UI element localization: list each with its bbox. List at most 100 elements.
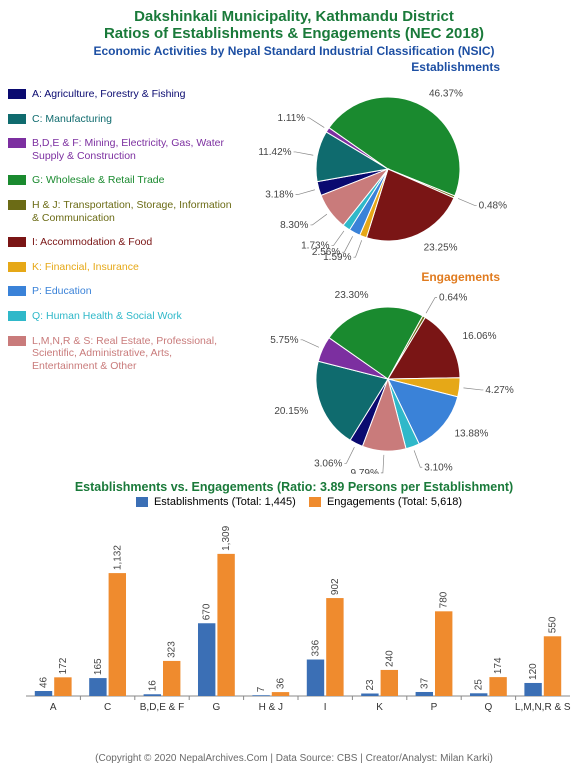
pie-leader-line xyxy=(331,231,343,246)
bar-value-eng: 323 xyxy=(167,641,178,658)
pie-leader-line xyxy=(310,214,326,225)
legend-item: P: Education xyxy=(8,285,238,298)
pie-slice-label: 46.37% xyxy=(429,88,463,99)
legend-item: K: Financial, Insurance xyxy=(8,261,238,274)
bar-value-eng: 1,309 xyxy=(221,526,232,551)
legend-item: L,M,N,R & S: Real Estate, Professional, … xyxy=(8,335,238,373)
bar-est xyxy=(524,683,541,696)
pie-title-engagements: Engagements xyxy=(238,270,580,284)
bar-x-label: I xyxy=(324,702,327,713)
bar-eng xyxy=(381,670,398,696)
pie-engagements-wrap: 3.06%20.15%5.75%23.30%0.64%16.06%4.27%13… xyxy=(238,284,580,474)
bar-value-eng: 550 xyxy=(548,616,559,633)
legend-item: H & J: Transportation, Storage, Informat… xyxy=(8,199,238,224)
bar-eng xyxy=(217,554,234,696)
bar-value-est: 16 xyxy=(147,680,158,692)
pie-slice-label: 16.06% xyxy=(463,331,497,342)
bar-est xyxy=(470,693,487,696)
pie-slice-label: 13.88% xyxy=(454,429,488,440)
pie-slice-label: 4.27% xyxy=(485,385,513,396)
legend-swatch xyxy=(8,336,26,346)
legend-label: Q: Human Health & Social Work xyxy=(32,310,182,323)
bar-legend-label-est: Establishments (Total: 1,445) xyxy=(154,496,296,508)
bar-value-est: 670 xyxy=(202,603,213,620)
legend-swatch xyxy=(8,311,26,321)
bar-eng xyxy=(272,692,289,696)
pie-leader-line xyxy=(294,152,314,155)
pie-leader-line xyxy=(301,340,319,348)
pie-leader-line xyxy=(296,190,315,195)
header: Dakshinkali Municipality, Kathmandu Dist… xyxy=(0,0,588,60)
pie-title-establishments: Establishments xyxy=(238,60,580,74)
pie-slice-label: 0.48% xyxy=(479,200,507,211)
pie-leader-line xyxy=(344,447,354,463)
bar-x-label: C xyxy=(104,702,111,713)
bar-value-eng: 240 xyxy=(384,650,395,667)
bar-eng xyxy=(163,661,180,696)
bar-value-eng: 780 xyxy=(439,591,450,608)
pie-slice-label: 23.25% xyxy=(424,242,458,253)
legend-item: G: Wholesale & Retail Trade xyxy=(8,174,238,187)
bar-eng xyxy=(109,573,126,696)
pie-establishments-wrap: 3.18%11.42%1.11%46.37%0.48%23.25%1.59%2.… xyxy=(238,74,580,264)
pie-slice-label: 3.10% xyxy=(424,462,452,473)
pie-slice-label: 23.30% xyxy=(335,290,369,301)
legend-swatch xyxy=(8,175,26,185)
legend-label: G: Wholesale & Retail Trade xyxy=(32,174,164,187)
bar-x-label: H & J xyxy=(259,702,283,713)
legend-label: H & J: Transportation, Storage, Informat… xyxy=(32,199,238,224)
bar-x-label: Q xyxy=(485,702,493,713)
pie-slice-label: 1.73% xyxy=(301,241,329,252)
bar-section: Establishments vs. Engagements (Ratio: 3… xyxy=(0,474,588,724)
bar-est xyxy=(416,692,433,696)
bar-value-est: 165 xyxy=(93,658,104,675)
bar-x-label: A xyxy=(50,702,57,713)
bar-chart-title: Establishments vs. Engagements (Ratio: 3… xyxy=(10,480,578,494)
legend-swatch xyxy=(8,237,26,247)
bar-est xyxy=(144,694,161,696)
bar-eng xyxy=(489,677,506,696)
bar-value-est: 25 xyxy=(474,679,485,691)
pie-leader-line xyxy=(381,455,384,473)
subtitle: Economic Activities by Nepal Standard In… xyxy=(10,44,578,58)
copyright-line: (Copyright © 2020 NepalArchives.Com | Da… xyxy=(0,753,588,764)
bar-chart-legend: Establishments (Total: 1,445) Engagement… xyxy=(10,496,578,508)
bar-value-est: 46 xyxy=(38,677,49,689)
bar-legend-label-eng: Engagements (Total: 5,618) xyxy=(327,496,462,508)
title-line-1: Dakshinkali Municipality, Kathmandu Dist… xyxy=(10,8,578,25)
legend-item: C: Manufacturing xyxy=(8,113,238,126)
pie-slice-label: 8.30% xyxy=(280,220,308,231)
bar-x-label: B,D,E & F xyxy=(140,702,184,713)
bar-value-est: 23 xyxy=(365,679,376,691)
bar-value-est: 7 xyxy=(256,686,267,692)
pie-leader-line xyxy=(463,388,483,390)
pie-slice-label: 0.64% xyxy=(439,293,467,304)
legend-label: P: Education xyxy=(32,285,92,298)
title-line-2: Ratios of Establishments & Engagements (… xyxy=(10,25,578,42)
pie-leader-line xyxy=(426,298,437,314)
pie-slice-label: 3.06% xyxy=(314,458,342,469)
upper-region: A: Agriculture, Forestry & Fishing C: Man… xyxy=(0,60,588,474)
bar-value-eng: 172 xyxy=(58,657,69,674)
pie-leader-line xyxy=(342,236,352,252)
bar-chart-svg: 46172A1651,132C16323B,D,E & F6701,309G73… xyxy=(10,514,578,724)
pie-chart-establishments: 3.18%11.42%1.11%46.37%0.48%23.25%1.59%2.… xyxy=(238,74,578,264)
bar-value-est: 336 xyxy=(310,639,321,656)
bar-legend-swatch-eng xyxy=(309,497,321,507)
pie-slice-label: 1.11% xyxy=(278,113,306,124)
legend-swatch xyxy=(8,286,26,296)
legend-swatch xyxy=(8,262,26,272)
legend-swatch xyxy=(8,138,26,148)
bar-value-eng: 1,132 xyxy=(112,545,123,570)
bar-est xyxy=(198,623,215,696)
legend-item: B,D,E & F: Mining, Electricity, Gas, Wat… xyxy=(8,137,238,162)
legend-item: I: Accommodation & Food xyxy=(8,236,238,249)
legend-label: A: Agriculture, Forestry & Fishing xyxy=(32,88,185,101)
pie-slice-label: 3.18% xyxy=(265,190,293,201)
legend-swatch xyxy=(8,200,26,210)
bar-eng xyxy=(544,636,561,696)
pie-leader-line xyxy=(353,240,361,257)
legend-label: K: Financial, Insurance xyxy=(32,261,139,274)
bar-value-est: 120 xyxy=(528,663,539,680)
bar-x-label: K xyxy=(376,702,383,713)
